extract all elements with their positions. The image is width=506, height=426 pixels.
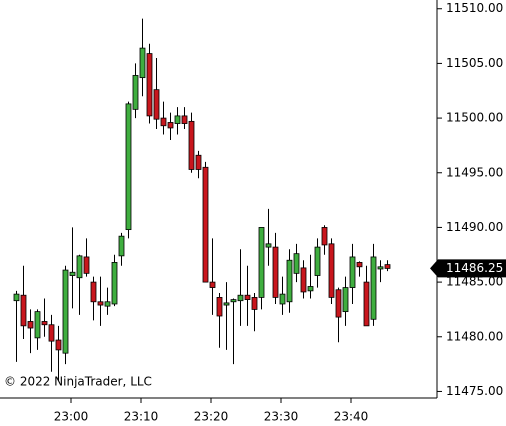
candle-body — [167, 122, 174, 129]
y-tick-label: 11500.00 — [446, 111, 503, 125]
candle-body — [251, 297, 258, 310]
candle-body — [237, 294, 244, 302]
candle-body — [223, 302, 230, 306]
candle-body — [286, 259, 293, 303]
candle-body — [363, 281, 370, 327]
candle-body — [146, 53, 153, 117]
candle-body — [69, 271, 76, 276]
y-tick-label: 11510.00 — [446, 1, 503, 15]
candle-body — [321, 227, 328, 246]
x-tick-label: 23:20 — [194, 410, 229, 424]
candle-body — [377, 266, 384, 270]
candle-body — [349, 256, 356, 288]
y-tick-label: 11505.00 — [446, 56, 503, 70]
candle-body — [279, 293, 286, 305]
candle-body — [139, 47, 146, 79]
candle-body — [41, 321, 48, 326]
y-tick-label: 11490.00 — [446, 220, 503, 234]
candle-body — [174, 115, 181, 124]
x-tick-label: 23:40 — [334, 410, 369, 424]
candle-body — [342, 287, 349, 313]
candle-body — [328, 243, 335, 298]
candle-body — [111, 262, 118, 305]
candle-body — [118, 235, 125, 257]
candle-body — [34, 311, 41, 339]
candle-body — [83, 256, 90, 274]
candle-body — [195, 154, 202, 170]
candle-body — [216, 297, 223, 317]
candle-body — [272, 246, 279, 298]
candle-body — [125, 103, 132, 231]
candle-body — [230, 299, 237, 303]
y-tick-label: 11475.00 — [446, 384, 503, 398]
candle-body — [293, 253, 300, 274]
candle-body — [160, 117, 167, 127]
last-price-label: 11486.25 — [446, 261, 503, 275]
y-tick-label: 11480.00 — [446, 329, 503, 343]
candle-body — [27, 321, 34, 329]
x-tick-label: 23:30 — [264, 410, 299, 424]
last-price-tag — [430, 259, 506, 278]
candle-body — [90, 281, 97, 303]
candle-body — [384, 264, 391, 269]
candle-body — [244, 294, 251, 300]
candle-body — [48, 324, 55, 342]
candle-body — [20, 294, 27, 327]
candle-body — [104, 301, 111, 307]
candle-body — [356, 262, 363, 268]
candle-body — [55, 339, 62, 351]
candle-body — [76, 255, 83, 279]
candle-body — [13, 293, 20, 302]
candle-body — [181, 115, 188, 124]
candle-body — [132, 75, 139, 110]
candle-body — [300, 267, 307, 293]
candle-body — [97, 301, 104, 306]
y-tick-label: 11485.00 — [446, 275, 503, 289]
candle-body — [188, 120, 195, 170]
candle-body — [314, 246, 321, 276]
candle-body — [258, 227, 265, 298]
candle-body — [62, 269, 69, 354]
candle-body — [153, 89, 160, 120]
y-tick-label: 11495.00 — [446, 165, 503, 179]
x-tick-label: 23:00 — [54, 410, 89, 424]
watermark: © 2022 NinjaTrader, LLC — [4, 375, 152, 389]
x-tick-label: 23:10 — [124, 410, 159, 424]
candle-body — [335, 289, 342, 318]
candle-body — [209, 281, 216, 288]
candle-body — [307, 286, 314, 292]
candle-body — [265, 243, 272, 248]
candle-body — [202, 166, 209, 283]
candle-body — [370, 256, 377, 320]
